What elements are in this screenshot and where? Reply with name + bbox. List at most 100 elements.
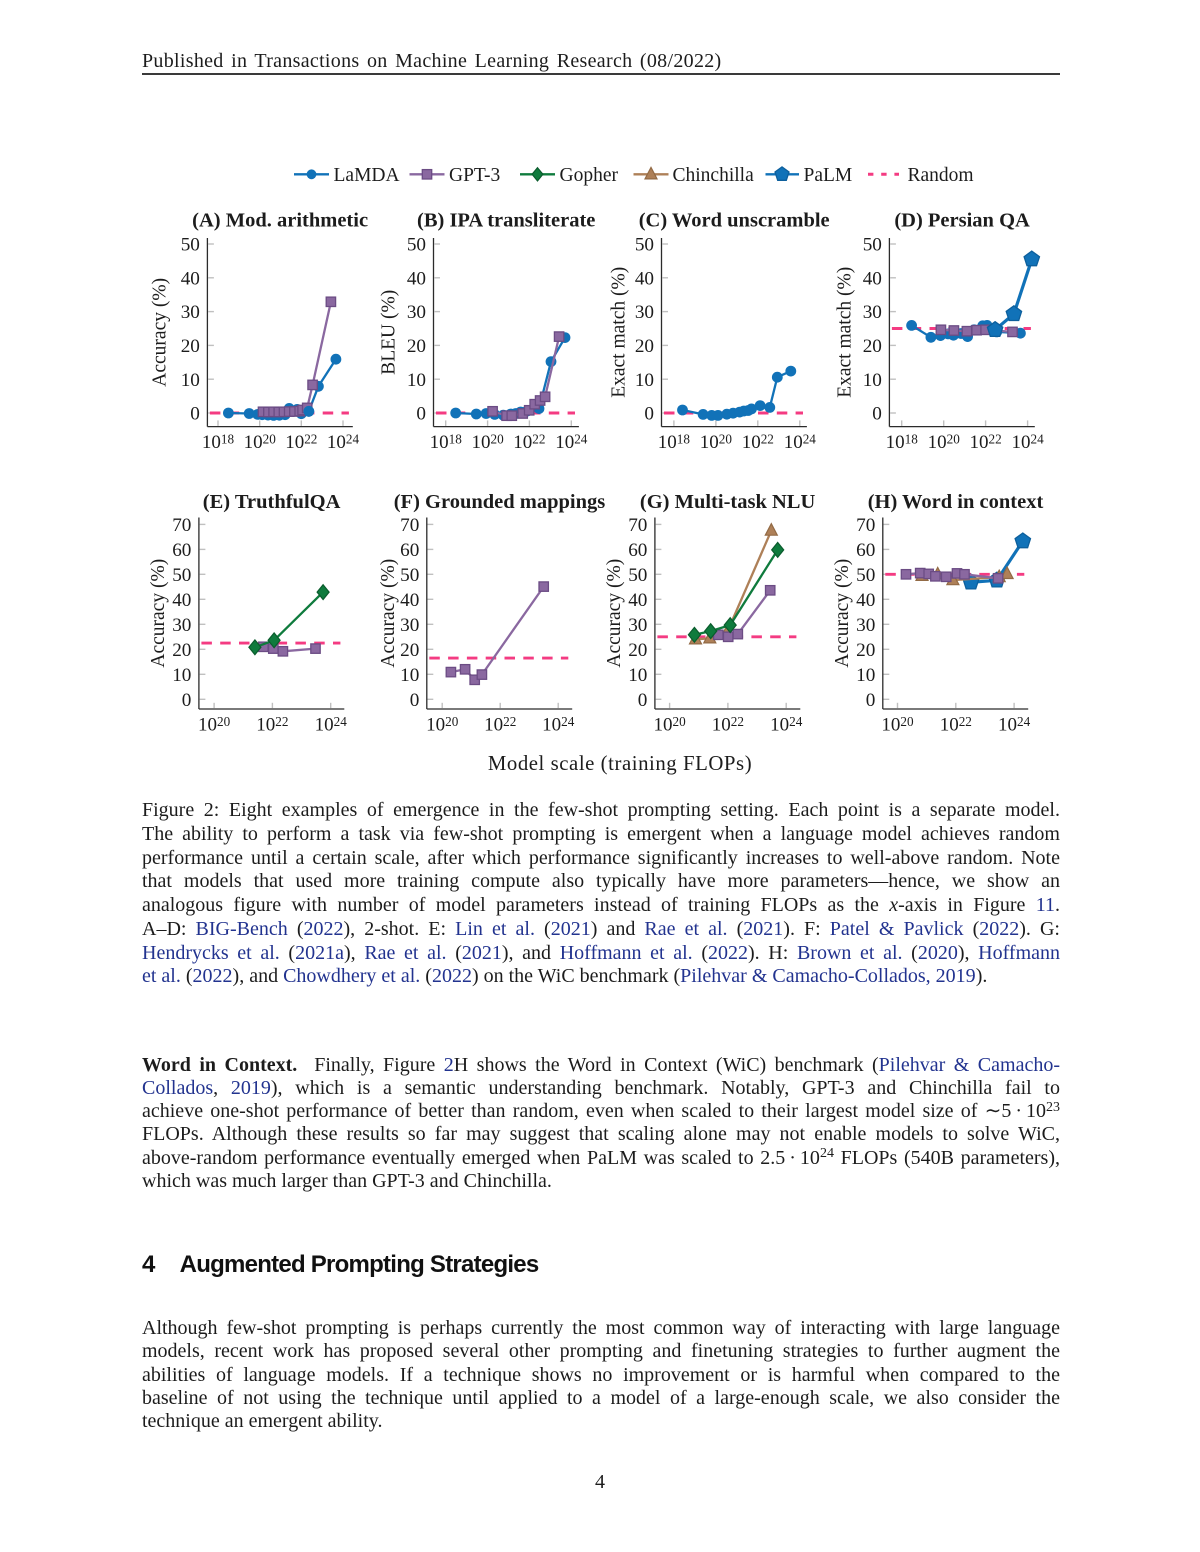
svg-text:(A) Mod. arithmetic: (A) Mod. arithmetic xyxy=(192,210,368,232)
svg-text:0: 0 xyxy=(638,690,648,711)
svg-text:(E) TruthfulQA: (E) TruthfulQA xyxy=(203,491,341,513)
svg-text:10: 10 xyxy=(400,665,419,686)
svg-text:40: 40 xyxy=(863,268,882,289)
svg-text:10: 10 xyxy=(181,370,200,391)
svg-text:10: 10 xyxy=(407,370,426,391)
svg-text:0: 0 xyxy=(410,690,420,711)
svg-text:30: 30 xyxy=(856,615,875,636)
svg-text:(H) Word in context: (H) Word in context xyxy=(868,491,1044,513)
svg-text:70: 70 xyxy=(856,515,875,536)
svg-text:0: 0 xyxy=(182,690,192,711)
svg-text:60: 60 xyxy=(856,540,875,561)
svg-text:50: 50 xyxy=(181,235,200,256)
svg-text:1024: 1024 xyxy=(555,432,588,454)
svg-text:30: 30 xyxy=(863,302,882,323)
svg-text:1018: 1018 xyxy=(658,432,691,454)
svg-text:1022: 1022 xyxy=(513,432,545,454)
svg-text:50: 50 xyxy=(863,235,882,256)
svg-text:20: 20 xyxy=(635,336,654,357)
svg-text:1018: 1018 xyxy=(430,432,463,454)
svg-text:20: 20 xyxy=(856,640,875,661)
svg-text:1018: 1018 xyxy=(202,432,235,454)
svg-text:1022: 1022 xyxy=(970,432,1002,454)
svg-text:20: 20 xyxy=(181,336,200,357)
svg-text:Chinchilla: Chinchilla xyxy=(673,165,755,186)
svg-text:20: 20 xyxy=(863,336,882,357)
svg-text:10: 10 xyxy=(172,665,191,686)
svg-text:0: 0 xyxy=(872,404,882,425)
svg-text:50: 50 xyxy=(400,565,419,586)
svg-text:Exact match (%): Exact match (%) xyxy=(609,267,630,398)
svg-text:1020: 1020 xyxy=(244,432,277,454)
svg-text:Accuracy (%): Accuracy (%) xyxy=(148,559,169,668)
svg-text:1020: 1020 xyxy=(881,714,914,736)
svg-text:50: 50 xyxy=(628,565,647,586)
svg-text:BLEU (%): BLEU (%) xyxy=(379,290,400,375)
svg-text:1020: 1020 xyxy=(198,714,231,736)
svg-text:70: 70 xyxy=(628,515,647,536)
svg-text:(D) Persian QA: (D) Persian QA xyxy=(894,210,1030,232)
svg-text:1020: 1020 xyxy=(700,432,733,454)
svg-text:PaLM: PaLM xyxy=(804,165,853,186)
svg-text:1020: 1020 xyxy=(426,714,459,736)
svg-text:10: 10 xyxy=(856,665,875,686)
svg-text:30: 30 xyxy=(628,615,647,636)
svg-text:60: 60 xyxy=(400,540,419,561)
svg-text:1024: 1024 xyxy=(770,714,803,736)
svg-text:10: 10 xyxy=(635,370,654,391)
svg-text:50: 50 xyxy=(635,235,654,256)
svg-text:1022: 1022 xyxy=(712,714,744,736)
svg-text:Random: Random xyxy=(908,165,974,186)
svg-text:1022: 1022 xyxy=(484,714,516,736)
svg-text:1024: 1024 xyxy=(315,714,348,736)
svg-text:20: 20 xyxy=(172,640,191,661)
svg-text:1022: 1022 xyxy=(940,714,972,736)
svg-text:0: 0 xyxy=(866,690,876,711)
svg-text:Accuracy (%): Accuracy (%) xyxy=(378,559,399,668)
svg-text:0: 0 xyxy=(416,404,426,425)
svg-text:30: 30 xyxy=(635,302,654,323)
svg-text:20: 20 xyxy=(400,640,419,661)
svg-text:Accuracy (%): Accuracy (%) xyxy=(832,559,853,668)
svg-text:40: 40 xyxy=(635,268,654,289)
svg-text:40: 40 xyxy=(172,590,191,611)
svg-text:Accuracy (%): Accuracy (%) xyxy=(604,559,625,668)
svg-text:40: 40 xyxy=(400,590,419,611)
svg-text:70: 70 xyxy=(400,515,419,536)
svg-text:(G) Multi-task NLU: (G) Multi-task NLU xyxy=(640,491,816,513)
svg-text:1022: 1022 xyxy=(742,432,774,454)
svg-text:1020: 1020 xyxy=(654,714,687,736)
svg-text:0: 0 xyxy=(644,404,654,425)
svg-text:(C) Word unscramble: (C) Word unscramble xyxy=(639,210,830,232)
svg-text:30: 30 xyxy=(172,615,191,636)
svg-text:1024: 1024 xyxy=(998,714,1031,736)
svg-text:40: 40 xyxy=(856,590,875,611)
svg-text:30: 30 xyxy=(407,302,426,323)
svg-text:60: 60 xyxy=(172,540,191,561)
svg-text:1022: 1022 xyxy=(285,432,317,454)
svg-text:LaMDA: LaMDA xyxy=(334,165,400,186)
svg-text:1020: 1020 xyxy=(928,432,961,454)
svg-text:1024: 1024 xyxy=(784,432,817,454)
svg-text:40: 40 xyxy=(181,268,200,289)
svg-text:50: 50 xyxy=(172,565,191,586)
svg-text:20: 20 xyxy=(628,640,647,661)
svg-text:10: 10 xyxy=(628,665,647,686)
svg-text:40: 40 xyxy=(407,268,426,289)
svg-text:(F) Grounded mappings: (F) Grounded mappings xyxy=(394,491,606,513)
svg-text:40: 40 xyxy=(628,590,647,611)
svg-text:60: 60 xyxy=(628,540,647,561)
svg-text:20: 20 xyxy=(407,336,426,357)
svg-text:1020: 1020 xyxy=(472,432,505,454)
svg-text:1018: 1018 xyxy=(886,432,919,454)
svg-text:50: 50 xyxy=(407,235,426,256)
svg-text:50: 50 xyxy=(856,565,875,586)
svg-text:1024: 1024 xyxy=(542,714,575,736)
svg-text:1024: 1024 xyxy=(1012,432,1045,454)
svg-text:0: 0 xyxy=(190,404,200,425)
svg-text:Gopher: Gopher xyxy=(560,165,619,186)
svg-text:Accuracy (%): Accuracy (%) xyxy=(149,278,170,387)
svg-text:30: 30 xyxy=(181,302,200,323)
svg-text:30: 30 xyxy=(400,615,419,636)
svg-text:10: 10 xyxy=(863,370,882,391)
